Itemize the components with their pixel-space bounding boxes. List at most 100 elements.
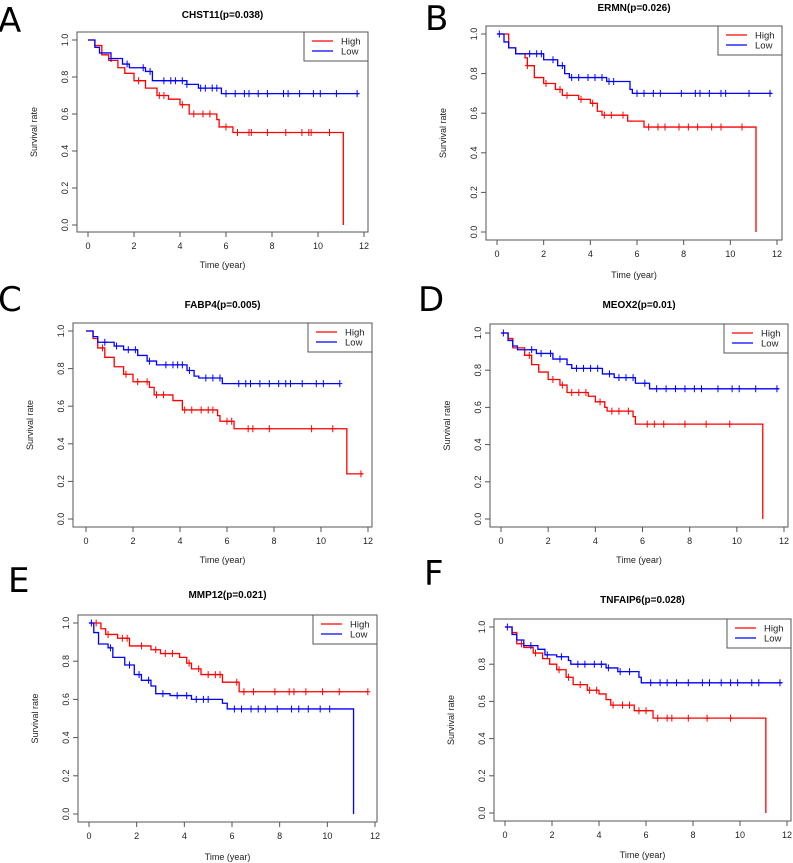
x-tick-label: 0 bbox=[86, 831, 91, 841]
x-tick-label: 10 bbox=[316, 536, 326, 546]
x-tick-label: 12 bbox=[370, 831, 380, 841]
censor-mark bbox=[559, 381, 565, 389]
censor-mark bbox=[704, 714, 710, 722]
y-tick-label: 0.6 bbox=[477, 695, 487, 708]
censor-mark bbox=[235, 129, 240, 136]
censor-mark bbox=[641, 89, 647, 97]
censor-mark bbox=[172, 77, 178, 85]
censor-mark bbox=[257, 380, 263, 388]
censor-mark bbox=[313, 380, 319, 388]
censor-mark bbox=[706, 89, 712, 97]
censor-mark bbox=[189, 406, 195, 414]
panel-letter: D bbox=[418, 280, 444, 320]
x-tick-label: 10 bbox=[322, 831, 332, 841]
censor-mark bbox=[749, 679, 755, 687]
legend-label-high: High bbox=[764, 624, 784, 635]
censor-mark bbox=[590, 99, 596, 107]
x-axis-label: Time (year) bbox=[200, 555, 246, 565]
censor-mark bbox=[650, 89, 656, 97]
censor-mark bbox=[695, 123, 701, 131]
censor-mark bbox=[610, 701, 616, 709]
censor-mark bbox=[608, 111, 614, 119]
censor-mark bbox=[336, 688, 342, 696]
censor-mark bbox=[207, 110, 213, 118]
km-panel-b: B ERMN(p=0.026) 0 2 4 6 8 10 12 0.0 0.2 0.4 0.6 0.8 1.… bbox=[425, 0, 783, 280]
chart-title: ERMN(p=0.026) bbox=[597, 3, 670, 14]
censor-mark bbox=[168, 77, 174, 85]
y-tick-label: 0.8 bbox=[477, 658, 487, 671]
censor-mark bbox=[276, 380, 282, 388]
survival-line-low bbox=[501, 332, 780, 390]
censor-mark bbox=[644, 420, 650, 428]
censor-mark bbox=[569, 74, 575, 82]
km-curve-low bbox=[496, 30, 773, 97]
plot-box bbox=[489, 323, 789, 528]
censor-mark bbox=[179, 101, 185, 109]
chart-title: MMP12(p=0.021) bbox=[188, 590, 266, 601]
censor-mark bbox=[620, 111, 626, 119]
censor-mark bbox=[616, 374, 622, 382]
censor-mark bbox=[127, 661, 133, 669]
censor-mark bbox=[114, 342, 120, 350]
censor-mark bbox=[595, 364, 601, 372]
x-tick-label: 12 bbox=[782, 830, 792, 840]
censor-mark bbox=[685, 714, 691, 722]
censor-mark bbox=[646, 123, 652, 131]
censor-mark bbox=[669, 714, 675, 722]
x-tick-label: 8 bbox=[687, 536, 692, 546]
censor-mark bbox=[186, 659, 192, 667]
censor-mark bbox=[123, 370, 129, 378]
censor-mark bbox=[241, 688, 247, 696]
censor-mark bbox=[283, 380, 289, 388]
legend-label-high: High bbox=[761, 329, 781, 340]
censor-mark bbox=[162, 650, 168, 658]
censor-mark bbox=[591, 660, 597, 668]
censor-mark bbox=[518, 640, 524, 648]
km-curve-high bbox=[88, 39, 344, 225]
censor-mark bbox=[527, 50, 533, 58]
panel-letter: B bbox=[425, 0, 448, 39]
legend-label-low: Low bbox=[350, 630, 368, 641]
x-tick-label: 8 bbox=[690, 830, 695, 840]
censor-mark bbox=[559, 62, 565, 70]
censor-mark bbox=[739, 123, 745, 131]
censor-mark bbox=[160, 690, 166, 698]
legend-label-high: High bbox=[345, 328, 365, 339]
km-curve-high bbox=[86, 330, 364, 478]
censor-mark bbox=[538, 349, 544, 357]
y-tick-label: 0.4 bbox=[61, 731, 71, 744]
censor-mark bbox=[630, 374, 636, 382]
censor-mark bbox=[746, 89, 752, 97]
censor-mark bbox=[657, 89, 663, 97]
x-tick-label: 0 bbox=[85, 241, 90, 251]
y-tick-label: 0.2 bbox=[477, 770, 487, 783]
censor-mark bbox=[729, 385, 735, 393]
x-tick-label: 6 bbox=[224, 536, 229, 546]
x-tick-label: 4 bbox=[182, 831, 187, 841]
y-tick-label: 0.6 bbox=[60, 108, 70, 121]
censor-mark bbox=[588, 364, 594, 372]
survival-line-high bbox=[88, 39, 344, 225]
chart-title: TNFAIP6(p=0.028) bbox=[600, 595, 685, 606]
chart-title: CHST11(p=0.038) bbox=[182, 10, 263, 21]
x-tick-label: 10 bbox=[735, 830, 745, 840]
legend-label-high: High bbox=[755, 31, 775, 42]
survival-line-low bbox=[88, 39, 360, 95]
x-tick-label: 4 bbox=[596, 830, 601, 840]
km-panel-e: E MMP12(p=0.021) 0 2 4 6 8 10 12 0.0 0.2 0.4 0.6 0.8 1… bbox=[8, 561, 380, 862]
censor-mark bbox=[578, 95, 584, 103]
censor-mark bbox=[209, 84, 215, 92]
censor-mark bbox=[231, 705, 237, 713]
km-panel-c: C FABP4(p=0.005) 0 2 4 6 8 10 12 0.0 0.2 0.4 0.6 0.8 1… bbox=[0, 280, 373, 565]
legend-box bbox=[726, 618, 792, 649]
y-tick-label: 0.2 bbox=[60, 182, 70, 195]
censor-mark bbox=[239, 705, 245, 713]
y-tick-label: 0.4 bbox=[477, 732, 487, 745]
censor-mark bbox=[526, 351, 532, 359]
censor-mark bbox=[550, 56, 556, 64]
x-tick-label: 4 bbox=[588, 249, 593, 259]
censor-mark bbox=[496, 30, 502, 38]
censor-mark bbox=[161, 92, 167, 99]
